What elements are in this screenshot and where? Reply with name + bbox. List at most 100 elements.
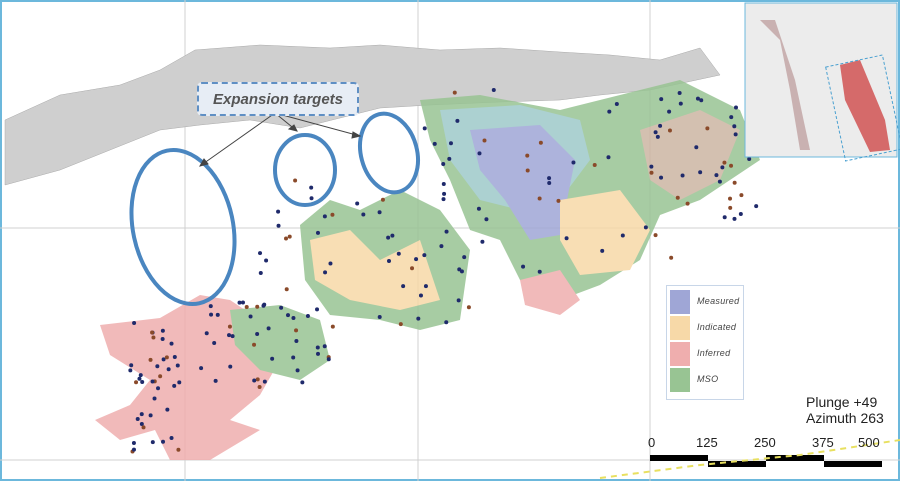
drillhole-point xyxy=(204,331,209,336)
legend-swatch xyxy=(670,368,690,392)
drillhole-point xyxy=(140,380,145,385)
legend-label: Measured xyxy=(697,296,740,306)
drillhole-point xyxy=(291,316,296,321)
drillhole-point xyxy=(248,314,253,319)
drillhole-point xyxy=(729,115,734,120)
drillhole-point xyxy=(448,141,453,146)
drillhole-point xyxy=(398,322,403,327)
drillhole-point xyxy=(422,253,427,258)
drillhole-point xyxy=(732,180,737,185)
drillhole-point xyxy=(199,366,204,371)
drillhole-point xyxy=(169,436,174,441)
drillhole-point xyxy=(390,233,395,238)
drillhole-point xyxy=(380,197,385,202)
indicated-zone xyxy=(560,190,650,275)
drillhole-point xyxy=(732,124,737,129)
drillhole-point xyxy=(738,212,743,217)
drillhole-point xyxy=(326,357,331,362)
drillhole-point xyxy=(669,255,674,260)
drillhole-point xyxy=(227,324,232,329)
drillhole-point xyxy=(386,259,391,264)
drillhole-point xyxy=(276,223,281,228)
drillhole-point xyxy=(720,165,725,170)
drillhole-point xyxy=(521,264,526,269)
drillhole-point xyxy=(410,266,415,271)
drillhole-point xyxy=(131,447,136,452)
drillhole-point xyxy=(484,217,489,222)
drillhole-point xyxy=(538,140,543,145)
scale-bar xyxy=(650,455,882,467)
drillhole-point xyxy=(285,313,290,318)
drillhole-point xyxy=(150,440,155,445)
inset-map xyxy=(744,2,900,162)
drillhole-point xyxy=(150,379,155,384)
drillhole-point xyxy=(230,334,235,339)
drillhole-point xyxy=(255,331,260,336)
drillhole-point xyxy=(148,413,153,418)
drillhole-point xyxy=(418,293,423,298)
drillhole-point xyxy=(441,181,446,186)
drillhole-point xyxy=(476,206,481,211)
drillhole-point xyxy=(261,303,266,308)
drillhole-point xyxy=(455,118,460,123)
drillhole-points xyxy=(128,88,761,454)
drillhole-point xyxy=(377,210,382,215)
drillhole-point xyxy=(649,170,654,175)
drillhole-point xyxy=(355,201,360,206)
drillhole-point xyxy=(151,335,156,340)
drillhole-point xyxy=(667,109,672,114)
drillhole-point xyxy=(258,251,263,256)
drillhole-point xyxy=(556,198,561,203)
drillhole-point xyxy=(322,214,327,219)
drillhole-point xyxy=(606,155,611,160)
drillhole-point xyxy=(444,320,449,325)
drillhole-point xyxy=(705,126,710,131)
legend-label: Inferred xyxy=(697,348,731,358)
drillhole-point xyxy=(653,130,658,135)
legend-item-mso: MSO xyxy=(667,368,743,392)
drillhole-point xyxy=(252,342,257,347)
drillhole-point xyxy=(300,380,305,385)
drillhole-point xyxy=(491,88,496,93)
legend-label: Indicated xyxy=(697,322,737,332)
drillhole-point xyxy=(293,178,298,183)
resource-blocks xyxy=(95,80,760,460)
drillhole-point xyxy=(659,175,664,180)
drillhole-point xyxy=(177,380,182,385)
drillhole-point xyxy=(330,212,335,217)
drillhole-point xyxy=(386,235,391,240)
drillhole-point xyxy=(240,300,245,305)
drillhole-point xyxy=(291,355,296,360)
drillhole-point xyxy=(722,215,727,220)
drillhole-point xyxy=(315,230,320,235)
drillhole-point xyxy=(175,363,180,368)
drillhole-point xyxy=(653,233,658,238)
drillhole-point xyxy=(457,267,462,272)
drillhole-point xyxy=(309,196,314,201)
drillhole-point xyxy=(620,233,625,238)
drillhole-point xyxy=(658,123,663,128)
drillhole-point xyxy=(607,109,612,114)
drillhole-point xyxy=(255,377,260,382)
drillhole-point xyxy=(294,339,299,344)
drillhole-point xyxy=(208,304,213,309)
azimuth-label: Azimuth 263 xyxy=(806,410,884,426)
drillhole-point xyxy=(592,163,597,168)
inferred-zone xyxy=(640,110,740,200)
drillhole-point xyxy=(466,305,471,310)
drillhole-point xyxy=(477,151,482,156)
drillhole-point xyxy=(227,333,232,338)
scale-tick: 0 xyxy=(648,435,656,450)
scale-tick: 375 xyxy=(812,435,834,450)
drillhole-point xyxy=(571,160,576,165)
scale-tick: 125 xyxy=(696,435,718,450)
drillhole-point xyxy=(276,209,281,214)
drillhole-point xyxy=(655,134,660,139)
drillhole-point xyxy=(129,363,134,368)
scale-tick: 500 xyxy=(858,435,880,450)
drillhole-point xyxy=(255,304,260,309)
drillhole-point xyxy=(161,357,166,362)
drillhole-point xyxy=(729,163,734,168)
